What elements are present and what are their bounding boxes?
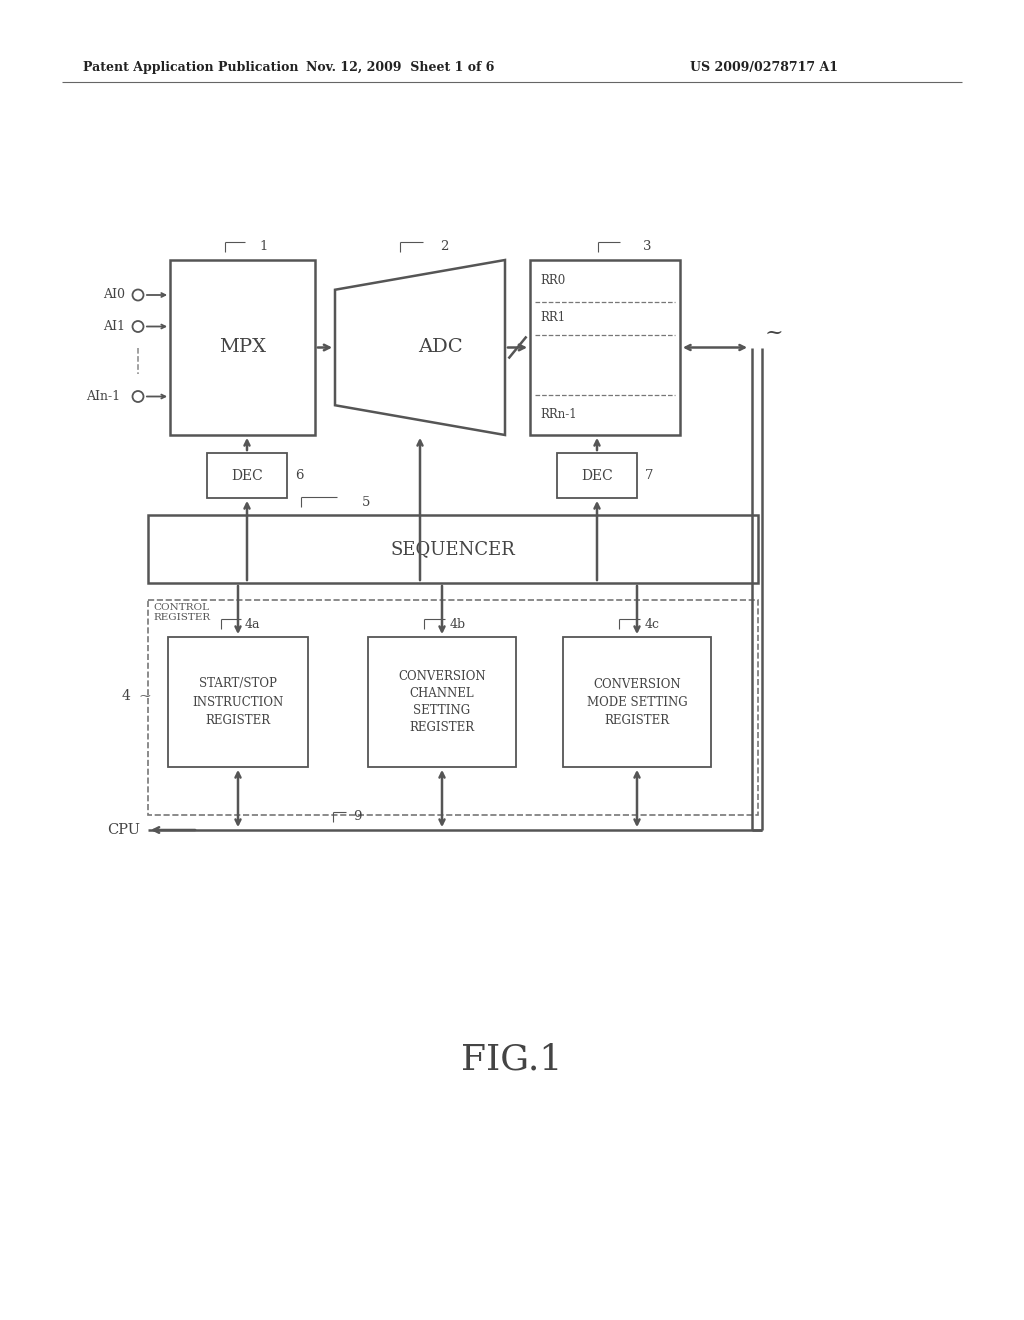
- Bar: [148, 601, 758, 814]
- Text: 2: 2: [440, 240, 449, 253]
- Text: SEQUENCER: SEQUENCER: [390, 540, 515, 558]
- Text: CONVERSION
MODE SETTING
REGISTER: CONVERSION MODE SETTING REGISTER: [587, 677, 687, 726]
- Text: CONTROL
REGISTER: CONTROL REGISTER: [153, 603, 210, 623]
- Text: AI0: AI0: [103, 289, 125, 301]
- Text: 1: 1: [260, 240, 268, 253]
- Bar: [563, 638, 711, 767]
- Text: 4: 4: [121, 689, 130, 702]
- Text: 9: 9: [353, 810, 361, 824]
- Text: RR0: RR0: [540, 275, 565, 288]
- Text: Patent Application Publication: Patent Application Publication: [83, 61, 299, 74]
- Bar: [207, 453, 287, 498]
- Bar: [148, 515, 758, 583]
- Text: 6: 6: [295, 469, 303, 482]
- Text: AI1: AI1: [103, 319, 125, 333]
- Text: CONVERSION
CHANNEL
SETTING
REGISTER: CONVERSION CHANNEL SETTING REGISTER: [398, 671, 485, 734]
- Text: 7: 7: [645, 469, 653, 482]
- Text: ADC: ADC: [418, 338, 463, 356]
- Text: ~: ~: [138, 690, 151, 705]
- Text: RRn-1: RRn-1: [540, 408, 577, 421]
- Text: US 2009/0278717 A1: US 2009/0278717 A1: [690, 61, 838, 74]
- Text: 3: 3: [642, 240, 651, 253]
- Text: RR1: RR1: [540, 312, 565, 325]
- Text: 5: 5: [361, 495, 370, 508]
- Text: DEC: DEC: [231, 469, 263, 483]
- Text: Nov. 12, 2009  Sheet 1 of 6: Nov. 12, 2009 Sheet 1 of 6: [306, 61, 495, 74]
- Text: MPX: MPX: [219, 338, 266, 356]
- Bar: [557, 453, 637, 498]
- Text: 4a: 4a: [245, 618, 260, 631]
- Text: DEC: DEC: [582, 469, 613, 483]
- Text: 4b: 4b: [450, 618, 466, 631]
- Text: CPU: CPU: [106, 822, 140, 837]
- Text: AIn-1: AIn-1: [86, 389, 120, 403]
- Text: START/STOP
INSTRUCTION
REGISTER: START/STOP INSTRUCTION REGISTER: [193, 677, 284, 726]
- Bar: [170, 260, 315, 436]
- Text: ~: ~: [765, 322, 783, 343]
- Bar: [168, 638, 308, 767]
- Text: 4c: 4c: [644, 618, 659, 631]
- Polygon shape: [335, 260, 505, 436]
- Bar: [368, 638, 516, 767]
- Bar: [530, 260, 680, 436]
- Text: FIG.1: FIG.1: [462, 1043, 562, 1077]
